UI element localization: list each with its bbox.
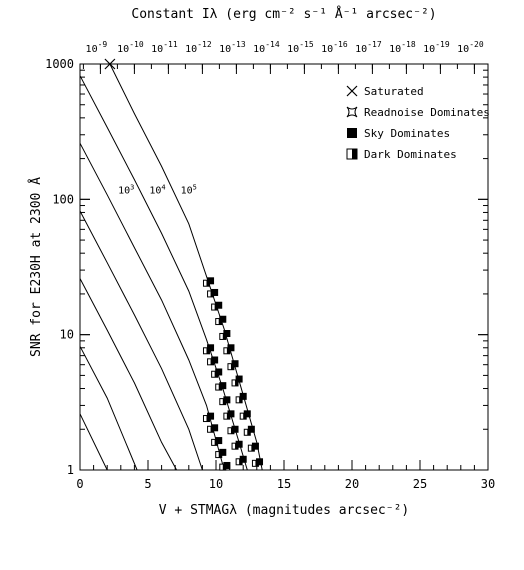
sky-dominates-marker xyxy=(223,461,231,469)
curve-label: 104 xyxy=(149,184,165,197)
y-axis-title: SNR for E230H at 2300 Å xyxy=(28,177,44,357)
snr-curve-6 xyxy=(79,75,248,471)
top-tick-label: 10-13 xyxy=(219,40,246,55)
sky-dominates-marker xyxy=(251,442,259,450)
sky-dominates-marker xyxy=(207,277,215,285)
sky-dominates-marker xyxy=(207,412,215,420)
sky-dominates-marker xyxy=(219,315,227,323)
sky-dominates-marker xyxy=(215,368,223,376)
top-tick-label: 10-20 xyxy=(457,40,484,55)
top-tick-label: 10-10 xyxy=(117,40,144,55)
y-tick-label: 1000 xyxy=(45,57,74,71)
sky-dominates-marker xyxy=(215,301,223,309)
sky-dominates-marker xyxy=(231,360,239,368)
sky-dominates-marker xyxy=(223,396,231,404)
top-tick-label: 10-11 xyxy=(151,40,178,55)
y-tick-label: 10 xyxy=(60,328,74,342)
snr-curve-5 xyxy=(79,142,225,471)
plot-frame xyxy=(79,63,489,471)
snr-curves xyxy=(79,63,263,471)
curve-label: 103 xyxy=(118,184,134,197)
legend-label: Dark Dominates xyxy=(364,148,457,161)
snr-curve-2 xyxy=(79,346,138,471)
top-tick-label: 10-16 xyxy=(321,40,348,55)
legend-label: Readnoise Dominates xyxy=(364,106,490,119)
sky-dominates-marker xyxy=(223,330,231,338)
curve-label: 105 xyxy=(181,184,197,197)
sky-dominates-marker xyxy=(239,455,247,463)
sky-dominates-marker xyxy=(243,410,251,418)
sky-dominates-marker xyxy=(235,375,243,383)
sky-dominates-marker xyxy=(211,288,219,296)
dark-dominates-marker xyxy=(231,379,239,387)
x-axis-title: V + STMAGλ (magnitudes arcsec⁻²) xyxy=(159,503,409,518)
legend-item-x: Saturated xyxy=(346,85,424,98)
top-tick-label: 10-17 xyxy=(355,40,382,55)
regime-markers xyxy=(104,58,264,471)
top-tick-label: 10-15 xyxy=(287,40,314,55)
legend-item-star: Readnoise Dominates xyxy=(346,106,490,119)
top-tick-label: 10-14 xyxy=(253,40,280,55)
x-tick-label: 0 xyxy=(76,477,83,491)
sky-dominates-marker xyxy=(239,392,247,400)
top-axis-title: Constant Iλ (erg cm⁻² s⁻¹ Å⁻¹ arcsec⁻²) xyxy=(131,6,436,22)
sky-dominates-marker xyxy=(256,458,264,466)
top-tick-label: 10-19 xyxy=(423,40,450,55)
snr-curve-1 xyxy=(79,413,108,471)
legend-item-half: Dark Dominates xyxy=(346,148,457,161)
y-tick-label: 100 xyxy=(52,192,74,206)
legend: Saturated Readnoise Dominates Sky Dominate… xyxy=(346,85,490,161)
snr-curve-3 xyxy=(79,278,178,471)
y-tick-label: 1 xyxy=(67,463,74,477)
sky-dominates-marker xyxy=(211,424,219,432)
axes: 0 5 10 15 20 25 30 10-9 10-10 10-11 10-12 10-13 10-1… xyxy=(45,40,495,491)
sky-dominates-marker xyxy=(227,410,235,418)
legend-label: Sky Dominates xyxy=(364,127,450,140)
top-tick-label: 10-12 xyxy=(185,40,212,55)
saturated-marker xyxy=(104,58,116,70)
sky-dominates-marker xyxy=(219,448,227,456)
sky-dominates-marker xyxy=(219,382,227,390)
sky-dominates-marker xyxy=(247,425,255,433)
snr-curve-7 xyxy=(109,63,263,471)
x-tick-label: 20 xyxy=(345,477,359,491)
x-tick-label: 30 xyxy=(481,477,495,491)
legend-item-filled: Sky Dominates xyxy=(347,127,450,140)
sky-dominates-marker xyxy=(207,344,215,352)
x-tick-label: 15 xyxy=(277,477,291,491)
sky-dominates-marker xyxy=(227,344,235,352)
sky-dominates-marker xyxy=(231,425,239,433)
top-tick-label: 10-18 xyxy=(389,40,416,55)
sky-dominates-marker xyxy=(211,356,219,364)
sky-dominates-marker xyxy=(215,437,223,445)
x-tick-label: 10 xyxy=(209,477,223,491)
top-tick-label: 10-9 xyxy=(86,40,108,55)
legend-label: Saturated xyxy=(364,85,424,98)
snr-curve-4 xyxy=(79,210,203,471)
curve-labels: 103 104 105 xyxy=(118,184,197,197)
sky-dominates-marker xyxy=(235,440,243,448)
x-tick-label: 5 xyxy=(144,477,151,491)
x-tick-label: 25 xyxy=(413,477,427,491)
